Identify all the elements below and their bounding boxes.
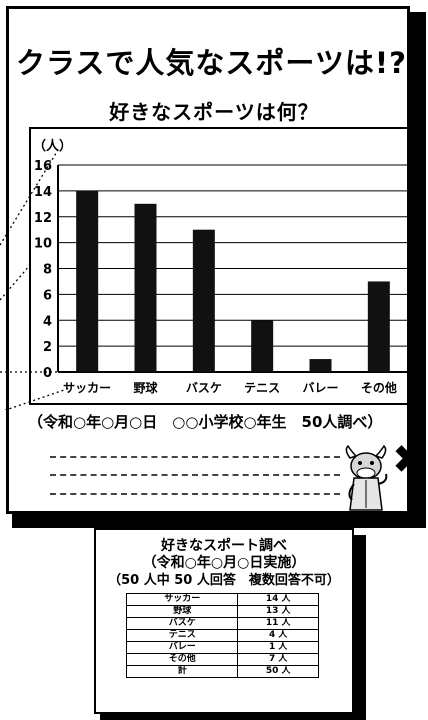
y-tick-label: 4 [43,314,52,329]
row-value: 14 人 [237,593,319,606]
dotted-leader-line [0,149,59,246]
table-row: サッカー 14 人 [125,593,319,606]
row-label: 野球 [125,605,239,618]
table-row: 野球 13 人 [125,605,319,618]
cow-mascot-icon [345,444,388,511]
dashed-answer-line [50,474,340,476]
row-value: 7 人 [237,653,319,666]
table-row: バスケ 11 人 [125,617,319,630]
x-tick-label: 野球 [133,380,158,395]
chart-title: 好きなスポーツは何？ [109,100,319,124]
bar-5 [367,281,390,372]
x-tick-label: バレー [302,381,338,395]
summary-title-line1: 好きなスポート調べ [161,538,287,554]
dashed-answer-line [50,493,340,495]
bar-1 [134,203,157,372]
dotted-leader-line [0,264,31,301]
table-row: 計 50 人 [125,665,319,678]
row-value: 1 人 [237,641,319,654]
dotted-leader-line [3,387,71,410]
chart-box [29,127,415,405]
y-tick-label: 0 [43,366,52,381]
bar-0 [76,190,99,372]
bar-2 [192,229,215,372]
summary-table: サッカー 14 人野球 13 人バスケ 11 人テニス 4 人バレー 1 人その他 7 人計… [125,593,319,678]
table-row: バレー 1 人 [125,641,319,654]
bar-3 [251,320,274,372]
table-row: テニス 4 人 [125,629,319,642]
summary-title-line2: （令和○年○月○日実施） [142,555,306,571]
row-value: 50 人 [237,665,319,678]
y-tick-label: 10 [34,237,52,252]
y-tick-label: 2 [43,340,52,355]
y-unit-label: （人） [33,138,72,154]
row-value: 11 人 [237,617,319,630]
bar-chart: 0 2 4 6 8 10 12 14 16 （人） サッカー 野球 バスケ テニス バレー その他 [0,127,415,410]
x-tick-label: その他 [361,380,397,395]
row-label: テニス [125,629,239,642]
y-tick-label: 12 [34,211,52,226]
summary-title: 好きなスポート調べ （令和○年○月○日実施） （50 人中 50 人回答 複数回… [96,538,352,589]
row-value: 4 人 [237,629,319,642]
row-label: 計 [125,665,239,678]
y-tick-label: 8 [43,263,52,278]
summary-card: 好きなスポート調べ （令和○年○月○日実施） （50 人中 50 人回答 複数回… [94,528,354,714]
source-note: （令和○年○月○日 ○○小学校○年生 50人調べ） [28,413,383,431]
row-label: バレー [125,641,239,654]
x-tick-label: バスケ [186,381,222,395]
x-tick-label: サッカー [63,381,111,395]
y-tick-label: 14 [34,185,52,200]
cross-mark-icon: ✖ [392,437,426,483]
row-label: バスケ [125,617,239,630]
table-row: その他 7 人 [125,653,319,666]
summary-title-line3: （50 人中 50 人回答 複数回答不可） [108,573,340,588]
y-tick-label: 16 [34,159,52,174]
row-value: 13 人 [237,605,319,618]
row-label: その他 [125,653,239,666]
dashed-answer-line [50,456,340,458]
y-tick-label: 6 [43,288,52,303]
x-tick-label: テニス [244,381,280,395]
page-title: クラスで人気なスポーツは!? [16,46,407,80]
row-label: サッカー [125,593,239,606]
bar-4 [309,359,332,372]
